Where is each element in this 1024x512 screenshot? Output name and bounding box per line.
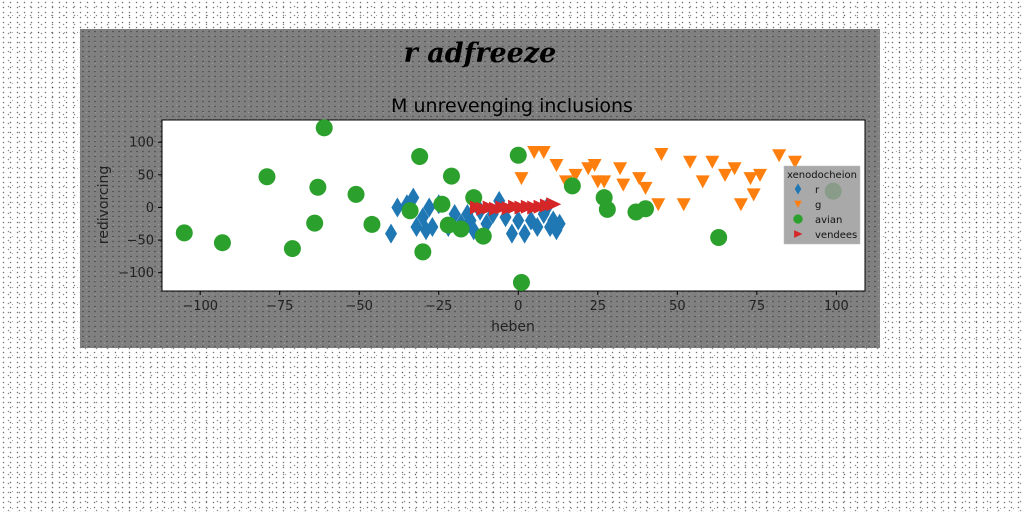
x-tick-label: −25 <box>425 299 452 314</box>
data-point-avian <box>433 196 450 213</box>
data-point-avian <box>710 229 727 246</box>
data-point-avian <box>363 216 380 233</box>
x-tick-label: −50 <box>346 299 373 314</box>
data-point-avian <box>414 243 431 260</box>
data-point-avian <box>510 147 527 164</box>
x-tick-label: 50 <box>669 299 686 314</box>
data-point-avian <box>475 228 492 245</box>
data-point-avian <box>513 274 530 291</box>
x-tick-label: 100 <box>824 299 849 314</box>
legend-label-avian: avian <box>815 215 842 226</box>
x-tick-label: 25 <box>590 299 607 314</box>
legend-label-vendees: vendees <box>815 230 857 241</box>
data-point-avian <box>443 168 460 185</box>
data-point-avian <box>599 201 616 218</box>
scatter-chart: r adfreeze M unrevenging inclusions −100… <box>80 29 880 348</box>
data-point-avian <box>284 240 301 257</box>
y-tick-label: −100 <box>118 266 154 281</box>
y-tick-label: −50 <box>127 234 154 249</box>
axes-title: M unrevenging inclusions <box>391 95 633 117</box>
legend-marker-avian <box>793 214 802 223</box>
data-point-avian <box>564 177 581 194</box>
y-tick-label: 100 <box>129 136 154 151</box>
x-tick-label: −75 <box>266 299 293 314</box>
legend-title: xenodocheion <box>787 170 857 181</box>
data-point-avian <box>316 119 333 136</box>
legend-label-g: g <box>815 200 821 211</box>
data-point-avian <box>453 220 470 237</box>
data-point-avian <box>176 224 193 241</box>
data-point-avian <box>258 168 275 185</box>
y-tick-label: 0 <box>146 201 154 216</box>
x-tick-label: 75 <box>749 299 766 314</box>
data-point-avian <box>348 186 365 203</box>
data-point-avian <box>637 200 654 217</box>
x-axis-label: heben <box>491 319 535 335</box>
data-point-avian <box>411 148 428 165</box>
y-tick-label: 50 <box>137 168 154 183</box>
data-point-avian <box>309 179 326 196</box>
data-point-avian <box>306 215 323 232</box>
x-tick-label: 0 <box>514 299 522 314</box>
figure-panel: r adfreeze M unrevenging inclusions −100… <box>80 29 880 348</box>
x-tick-label: −100 <box>182 299 218 314</box>
y-axis-label: redivorcing <box>96 166 112 244</box>
data-point-avian <box>402 202 419 219</box>
figure-suptitle: r adfreeze <box>404 38 557 69</box>
data-point-avian <box>214 234 231 251</box>
